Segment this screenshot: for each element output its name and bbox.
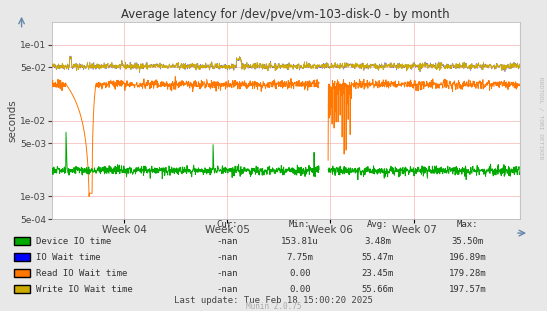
Text: IO Wait time: IO Wait time [36, 253, 100, 262]
Text: -nan: -nan [216, 285, 238, 294]
Text: 179.28m: 179.28m [449, 269, 486, 278]
Text: -nan: -nan [216, 253, 238, 262]
Text: 7.75m: 7.75m [286, 253, 313, 262]
Text: -nan: -nan [216, 269, 238, 278]
Text: RRDTOOL / TOBI OETIKER: RRDTOOL / TOBI OETIKER [538, 77, 543, 160]
Text: Max:: Max: [457, 220, 479, 229]
Text: Min:: Min: [289, 220, 311, 229]
Text: 197.57m: 197.57m [449, 285, 486, 294]
Text: 0.00: 0.00 [289, 285, 311, 294]
Text: 0.00: 0.00 [289, 269, 311, 278]
Title: Average latency for /dev/pve/vm-103-disk-0 - by month: Average latency for /dev/pve/vm-103-disk… [121, 7, 450, 21]
Text: 55.47m: 55.47m [362, 253, 393, 262]
Text: Read IO Wait time: Read IO Wait time [36, 269, 127, 278]
Text: 23.45m: 23.45m [362, 269, 393, 278]
Y-axis label: seconds: seconds [8, 99, 18, 142]
Text: Device IO time: Device IO time [36, 237, 111, 245]
Text: 55.66m: 55.66m [362, 285, 393, 294]
Text: Last update: Tue Feb 18 15:00:20 2025: Last update: Tue Feb 18 15:00:20 2025 [174, 296, 373, 305]
Text: Avg:: Avg: [366, 220, 388, 229]
Text: 196.89m: 196.89m [449, 253, 486, 262]
Text: 153.81u: 153.81u [281, 237, 318, 245]
Text: Cur:: Cur: [216, 220, 238, 229]
Text: Munin 2.0.75: Munin 2.0.75 [246, 302, 301, 311]
Text: 35.50m: 35.50m [452, 237, 484, 245]
Text: 3.48m: 3.48m [364, 237, 391, 245]
Text: -nan: -nan [216, 237, 238, 245]
Text: Write IO Wait time: Write IO Wait time [36, 285, 132, 294]
